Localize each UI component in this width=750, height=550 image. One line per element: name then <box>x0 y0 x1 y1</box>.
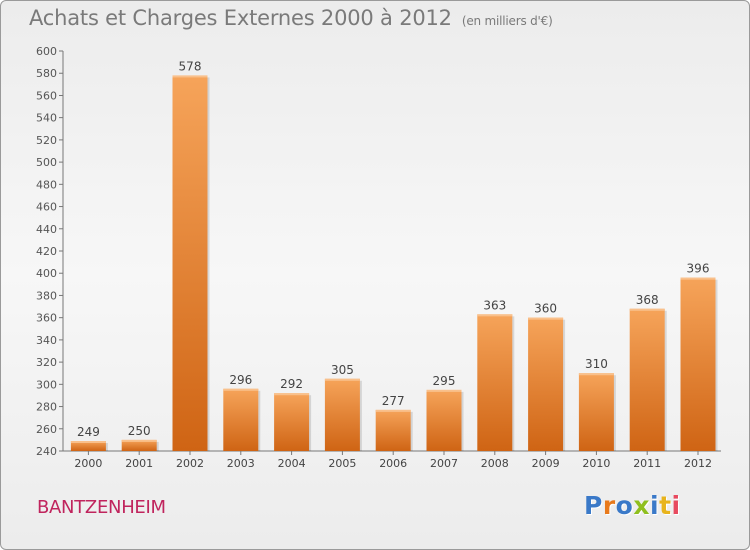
bar-value-label: 310 <box>585 357 608 371</box>
bar-value-label: 305 <box>331 363 354 377</box>
logo-letter: x <box>633 491 650 520</box>
bar-value-label: 250 <box>128 424 151 438</box>
bar-highlight <box>578 373 614 376</box>
bar-value-label: 295 <box>433 374 456 388</box>
bar-2011 <box>629 308 665 451</box>
bar-highlight <box>121 439 157 442</box>
x-tick-label: 2011 <box>633 457 661 470</box>
bar-2012 <box>680 277 716 451</box>
bar-highlight <box>629 308 665 311</box>
bar-highlight <box>680 277 716 280</box>
y-tick-label: 460 <box>36 201 57 214</box>
y-tick-label: 240 <box>36 445 57 458</box>
x-axis: 2000 2001 2002 2003 2004 2005 2006 2007 2008 2009… <box>63 450 721 470</box>
logo-letter: i <box>650 491 660 520</box>
y-tick-label: 320 <box>36 356 57 369</box>
y-axis: 240 260 280 300 320 340 360 380 400 420 440 460 480 5… <box>36 45 64 458</box>
bar-value-label: 578 <box>179 59 202 73</box>
x-tick-label: 2012 <box>684 457 712 470</box>
y-tick-label: 520 <box>36 134 57 147</box>
bar-2009 <box>528 317 564 451</box>
bar-value-label: 363 <box>483 298 506 312</box>
logo-letter: t <box>659 491 672 520</box>
bar-value-label: 277 <box>382 394 405 408</box>
bar-2003 <box>223 388 259 451</box>
y-tick-label: 360 <box>36 312 57 325</box>
bar-2006 <box>375 409 411 451</box>
bar-highlight <box>223 388 259 391</box>
logo-letter: P <box>584 491 603 520</box>
bar-highlight <box>172 75 208 78</box>
bar-value-label: 292 <box>280 377 303 391</box>
y-tick-label: 340 <box>36 334 57 347</box>
x-tick-label: 2005 <box>328 457 356 470</box>
x-tick-label: 2001 <box>125 457 153 470</box>
x-tick-label: 2009 <box>532 457 560 470</box>
y-tick-label: 540 <box>36 112 57 125</box>
commune-name: BANTZENHEIM <box>37 497 166 518</box>
bar-highlight <box>477 314 513 317</box>
bar-2008 <box>477 314 513 451</box>
y-tick-label: 500 <box>36 156 57 169</box>
y-tick-label: 560 <box>36 89 57 102</box>
x-tick-label: 2007 <box>430 457 458 470</box>
bar-2002 <box>172 75 208 451</box>
bar-2005 <box>324 378 360 451</box>
x-tick-label: 2006 <box>379 457 407 470</box>
y-tick-label: 260 <box>36 423 57 436</box>
y-tick-label: 580 <box>36 67 57 80</box>
logo-letter: r <box>602 491 616 520</box>
y-tick-label: 600 <box>36 45 57 58</box>
y-tick-label: 440 <box>36 223 57 236</box>
x-tick-label: 2004 <box>278 457 306 470</box>
bar-2004 <box>274 393 310 451</box>
chart-title-text: Achats et Charges Externes 2000 à 2012 <box>29 6 452 30</box>
bar-2010 <box>578 373 614 451</box>
bar-2000 <box>70 441 106 451</box>
x-tick-label: 2000 <box>74 457 102 470</box>
x-tick-label: 2002 <box>176 457 204 470</box>
proxiti-logo: Proxiti <box>584 491 681 520</box>
bar-highlight <box>426 389 462 392</box>
bar-highlight <box>375 409 411 412</box>
y-tick-label: 300 <box>36 378 57 391</box>
chart-title: Achats et Charges Externes 2000 à 2012 (e… <box>29 6 553 30</box>
y-tick-label: 480 <box>36 178 57 191</box>
bar-value-label: 396 <box>687 262 710 276</box>
bar-2001 <box>121 439 157 451</box>
bars: 249 250 578 296 292 305 277 295 363 360 310 368 396 <box>70 59 718 451</box>
bar-highlight <box>528 317 564 320</box>
logo-letter: i <box>671 491 681 520</box>
bar-highlight <box>274 393 310 396</box>
x-tick-label: 2010 <box>582 457 610 470</box>
chart-subtitle: (en milliers d'€) <box>461 14 553 28</box>
bar-highlight <box>324 378 360 381</box>
x-tick-label: 2003 <box>227 457 255 470</box>
y-tick-label: 400 <box>36 267 57 280</box>
y-tick-label: 380 <box>36 289 57 302</box>
bar-highlight <box>70 441 106 443</box>
x-tick-label: 2008 <box>481 457 509 470</box>
y-tick-label: 420 <box>36 245 57 258</box>
bar-2007 <box>426 389 462 451</box>
y-tick-label: 280 <box>36 401 57 414</box>
logo-letter: o <box>615 491 634 520</box>
bar-value-label: 249 <box>77 425 100 439</box>
bar-value-label: 296 <box>229 373 252 387</box>
bar-value-label: 360 <box>534 302 557 316</box>
bar-value-label: 368 <box>636 293 659 307</box>
